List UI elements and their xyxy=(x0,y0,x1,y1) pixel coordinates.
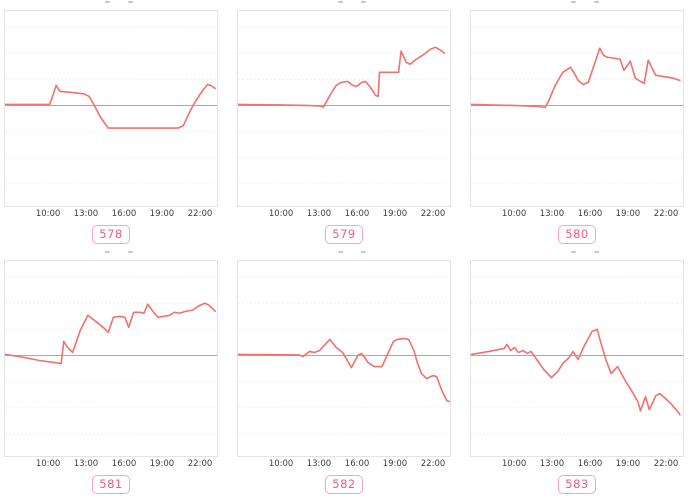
x-tick-label: 10:00 xyxy=(35,459,61,469)
x-tick-label: 22:00 xyxy=(187,209,213,219)
clipped-title-remnant xyxy=(237,0,451,10)
x-axis: 10:00 13:00 16:00 19:00 22:00 xyxy=(237,207,451,219)
x-tick-label: 19:00 xyxy=(615,209,641,219)
badge-row: 582 xyxy=(237,469,451,500)
chart-id-badge[interactable]: 581 xyxy=(92,475,130,494)
x-tick-label: 22:00 xyxy=(420,459,446,469)
x-tick-label: 13:00 xyxy=(73,459,99,469)
x-tick-label: 22:00 xyxy=(653,459,679,469)
line-chart xyxy=(238,276,450,435)
chart-id-badge[interactable]: 578 xyxy=(92,225,130,244)
x-axis: 10:00 13:00 16:00 19:00 22:00 xyxy=(237,457,451,469)
x-tick-label: 10:00 xyxy=(268,459,294,469)
x-axis: 10:00 13:00 16:00 19:00 22:00 xyxy=(4,457,218,469)
chart-panel xyxy=(470,10,684,207)
chart-cell: 10:00 13:00 16:00 19:00 22:00 582 xyxy=(237,250,451,500)
x-tick-label: 19:00 xyxy=(149,459,175,469)
series-line xyxy=(238,337,450,403)
x-tick-label: 13:00 xyxy=(306,209,332,219)
badge-row: 578 xyxy=(4,219,218,250)
chart-cell: 10:00 13:00 16:00 19:00 22:00 579 xyxy=(237,0,451,250)
x-tick-label: 22:00 xyxy=(420,209,446,219)
x-tick-label: 10:00 xyxy=(268,209,294,219)
chart-id-badge[interactable]: 579 xyxy=(325,225,363,244)
x-tick-label: 13:00 xyxy=(539,209,565,219)
badge-row: 580 xyxy=(470,219,684,250)
x-tick-label: 10:00 xyxy=(501,459,527,469)
line-chart xyxy=(5,276,217,435)
x-tick-label: 19:00 xyxy=(382,459,408,469)
chart-panel xyxy=(237,260,451,457)
clipped-title-remnant xyxy=(4,250,218,260)
line-chart xyxy=(471,276,683,435)
series-line xyxy=(471,328,681,416)
x-tick-label: 16:00 xyxy=(577,459,603,469)
chart-cell: 10:00 13:00 16:00 19:00 22:00 578 xyxy=(4,0,218,250)
clipped-title-remnant xyxy=(470,250,684,260)
series-line xyxy=(5,302,216,365)
x-tick-label: 10:00 xyxy=(501,209,527,219)
badge-row: 581 xyxy=(4,469,218,500)
chart-id-badge[interactable]: 580 xyxy=(558,225,596,244)
badge-row: 579 xyxy=(237,219,451,250)
chart-panel xyxy=(470,260,684,457)
series-line xyxy=(471,47,681,109)
line-chart xyxy=(471,26,683,185)
line-chart xyxy=(5,26,217,185)
x-tick-label: 16:00 xyxy=(111,459,137,469)
x-tick-label: 16:00 xyxy=(344,459,370,469)
clipped-title-remnant xyxy=(470,0,684,10)
chart-id-badge[interactable]: 582 xyxy=(325,475,363,494)
x-tick-label: 16:00 xyxy=(577,209,603,219)
clipped-title-remnant xyxy=(237,250,451,260)
series-line xyxy=(238,46,446,108)
chart-panel xyxy=(4,260,218,457)
x-tick-label: 10:00 xyxy=(35,209,61,219)
series-line xyxy=(5,83,216,129)
chart-cell: 10:00 13:00 16:00 19:00 22:00 581 xyxy=(4,250,218,500)
line-chart xyxy=(238,26,450,185)
chart-panel xyxy=(4,10,218,207)
badge-row: 583 xyxy=(470,469,684,500)
x-axis: 10:00 13:00 16:00 19:00 22:00 xyxy=(4,207,218,219)
x-tick-label: 19:00 xyxy=(615,459,641,469)
x-tick-label: 13:00 xyxy=(73,209,99,219)
x-axis: 10:00 13:00 16:00 19:00 22:00 xyxy=(470,457,684,469)
x-tick-label: 13:00 xyxy=(306,459,332,469)
x-axis: 10:00 13:00 16:00 19:00 22:00 xyxy=(470,207,684,219)
x-tick-label: 19:00 xyxy=(149,209,175,219)
x-tick-label: 22:00 xyxy=(187,459,213,469)
x-tick-label: 22:00 xyxy=(653,209,679,219)
x-tick-label: 16:00 xyxy=(111,209,137,219)
chart-panel xyxy=(237,10,451,207)
chart-cell: 10:00 13:00 16:00 19:00 22:00 583 xyxy=(470,250,684,500)
chart-id-badge[interactable]: 583 xyxy=(558,475,596,494)
x-tick-label: 16:00 xyxy=(344,209,370,219)
chart-cell: 10:00 13:00 16:00 19:00 22:00 580 xyxy=(470,0,684,250)
clipped-title-remnant xyxy=(4,0,218,10)
x-tick-label: 19:00 xyxy=(382,209,408,219)
x-tick-label: 13:00 xyxy=(539,459,565,469)
